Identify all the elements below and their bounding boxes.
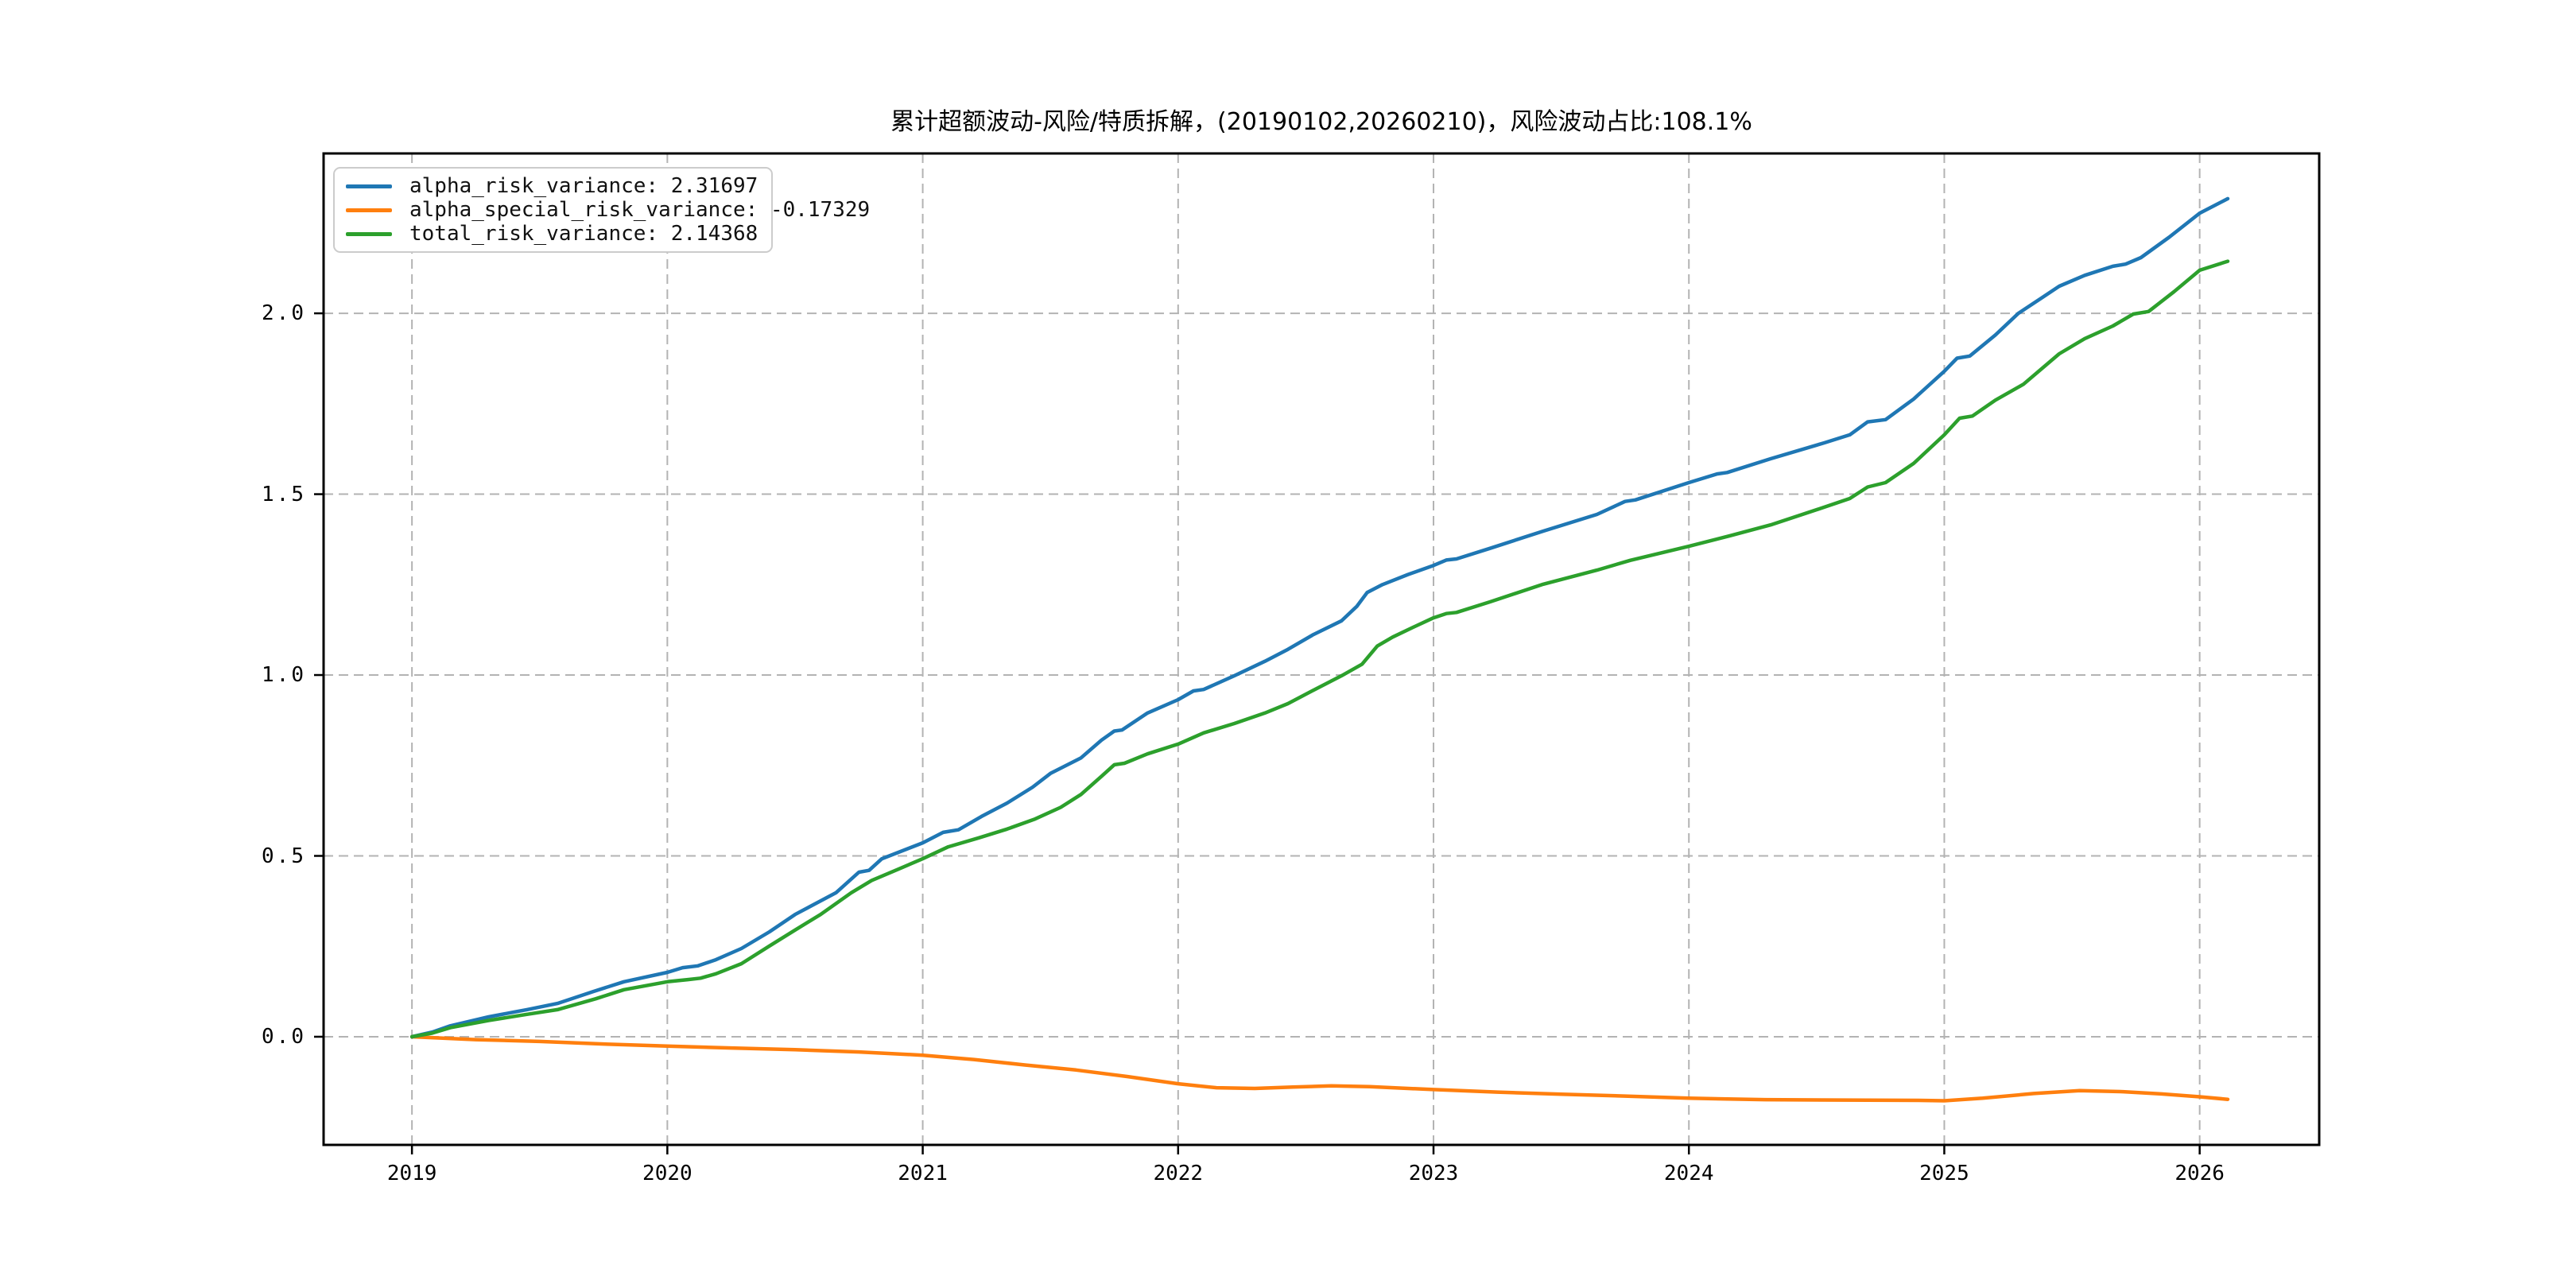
- x-tick-label: 2020: [642, 1162, 692, 1185]
- legend-label: alpha_risk_variance: 2.31697: [409, 174, 758, 198]
- legend: alpha_risk_variance: 2.31697 alpha_speci…: [333, 167, 870, 253]
- x-tick-label: 2024: [1663, 1162, 1714, 1185]
- series-line-alpha_special_risk_variance: [409, 1034, 2230, 1103]
- legend-item-alpha-special-risk-variance: alpha_special_risk_variance: -0.17329: [346, 198, 870, 222]
- x-tick-label: 2025: [1919, 1162, 1969, 1185]
- x-tick-label: 2019: [386, 1162, 437, 1185]
- x-tick-label: 2021: [898, 1162, 948, 1185]
- legend-item-alpha-risk-variance: alpha_risk_variance: 2.31697: [346, 174, 758, 198]
- legend-line-swatch-orange: [346, 208, 392, 212]
- plot-frame: [322, 152, 2321, 1146]
- axis-ticks: [314, 312, 2201, 1154]
- x-tick-label: 2026: [2174, 1162, 2225, 1185]
- series-lines: [409, 196, 2230, 1103]
- legend-line-swatch-blue: [346, 184, 392, 188]
- x-tick-label: 2023: [1408, 1162, 1459, 1185]
- y-tick-label: 1.0: [262, 663, 306, 688]
- gridlines: [324, 153, 2319, 1145]
- chart-title: 累计超额波动-风险/特质拆解，(20190102,20260210)，风险波动占…: [890, 108, 1752, 136]
- y-tick-label: 0.5: [262, 844, 306, 868]
- legend-item-total-risk-variance: total_risk_variance: 2.14368: [346, 222, 758, 246]
- y-tick-label: 2.0: [262, 301, 306, 326]
- x-tick-label: 2022: [1153, 1162, 1204, 1185]
- series-line-total_risk_variance: [409, 259, 2230, 1039]
- legend-label: total_risk_variance: 2.14368: [409, 222, 758, 246]
- y-tick-label: 1.5: [262, 482, 306, 506]
- legend-line-swatch-green: [346, 231, 392, 236]
- series-line-alpha_risk_variance: [409, 196, 2230, 1039]
- y-tick-label: 0.0: [262, 1024, 306, 1049]
- legend-label: alpha_special_risk_variance: -0.17329: [409, 198, 871, 222]
